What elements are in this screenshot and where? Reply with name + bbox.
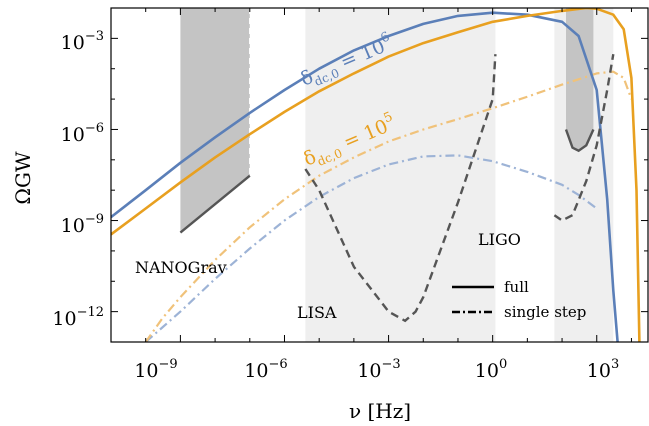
series-delta5_full <box>111 8 641 342</box>
series-delta5_single <box>144 70 633 342</box>
x-tick-label: 10−3 <box>357 357 400 382</box>
detector-ligo_future <box>564 129 595 153</box>
y-tick-label: 10−12 <box>52 305 104 330</box>
y-axis-label: ΩGW <box>11 151 35 205</box>
detector-lisa <box>304 54 497 323</box>
y-tick-label: 10−6 <box>61 121 104 146</box>
series-delta6_single <box>144 154 598 342</box>
legend-label-full: full <box>504 278 529 296</box>
y-axis-label-text: ΩGW <box>11 151 35 205</box>
x-tick-label: 10−9 <box>134 357 177 382</box>
legend-label-single: single step <box>504 303 586 321</box>
y-tick-labels: 10−12 10−9 10−6 10−3 <box>52 29 104 330</box>
detector-ligo <box>553 53 615 222</box>
legend: full single step <box>452 278 586 321</box>
sensitivity-regions <box>180 8 614 342</box>
nanograv-label: NANOGrav <box>135 258 227 277</box>
plot-frame <box>110 7 649 343</box>
y-tick-label: 10−3 <box>61 29 104 54</box>
detector-nanograv <box>179 174 251 234</box>
x-axis-label: ν [Hz] <box>349 399 411 423</box>
detector-curves <box>179 53 615 323</box>
series-layer <box>111 8 641 342</box>
x-tick-labels: 10−9 10−6 10−3 100 103 <box>134 357 619 382</box>
lisa-label: LISA <box>297 303 337 322</box>
axis-ticks <box>110 7 648 343</box>
nanograv_band <box>180 8 250 233</box>
series-delta6_full <box>111 11 619 342</box>
ligo-label: LIGO <box>478 230 521 249</box>
x-tick-label: 103 <box>587 357 619 382</box>
x-tick-label: 100 <box>475 357 507 382</box>
x-tick-label: 10−6 <box>244 357 287 382</box>
y-tick-label: 10−9 <box>61 212 104 237</box>
